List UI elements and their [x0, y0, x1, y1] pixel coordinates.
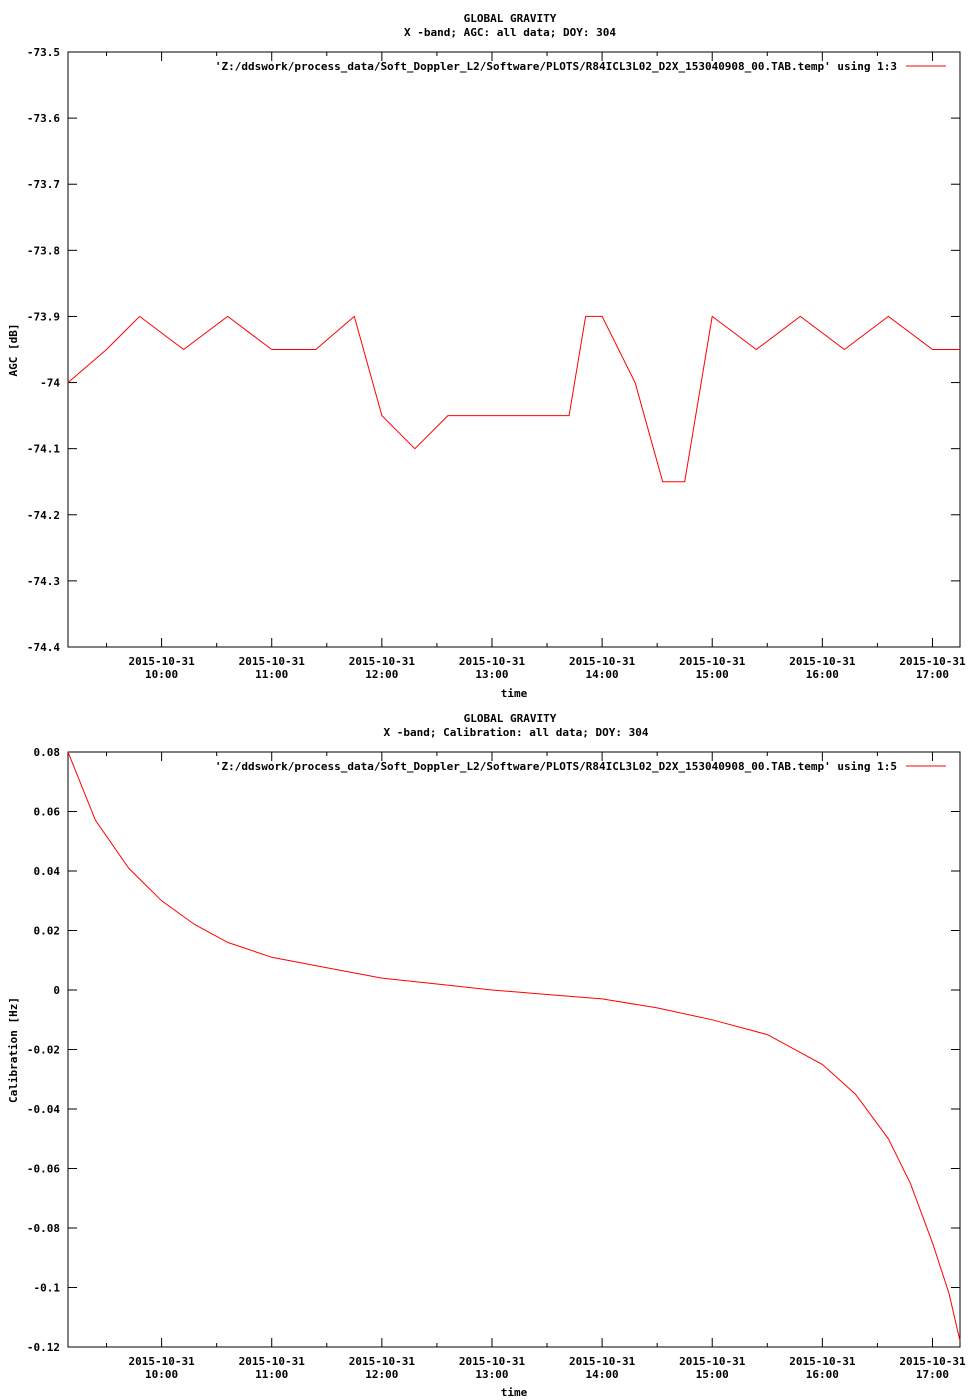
y-tick-label: -0.1: [34, 1282, 61, 1295]
x-tick-time: 13:00: [475, 1368, 508, 1381]
x-tick-date: 2015-10-31: [459, 655, 526, 668]
y-tick-label: -73.5: [27, 46, 60, 59]
y-tick-label: 0.04: [34, 865, 61, 878]
calibration-y-ticks: 0.08 0.06 0.04 0.02 0 -0.02 -0.04 -0.06 -0.08 -0.…: [27, 746, 960, 1354]
y-tick-label: -74.1: [27, 443, 60, 456]
calibration-legend-label: 'Z:/ddswork/process_data/Soft_Doppler_L2…: [215, 760, 897, 773]
y-tick-label: -73.9: [27, 310, 60, 323]
x-tick-time: 12:00: [365, 668, 398, 681]
x-tick-date: 2015-10-31: [349, 1355, 416, 1368]
x-tick-time: 15:00: [696, 1368, 729, 1381]
series-line: [67, 751, 961, 1342]
x-tick-time: 17:00: [916, 1368, 949, 1381]
x-tick-date: 2015-10-31: [899, 655, 966, 668]
calibration-x-ticks: 2015-10-3110:002015-10-3111:002015-10-31…: [106, 752, 966, 1381]
x-tick-date: 2015-10-31: [569, 1355, 636, 1368]
x-tick-date: 2015-10-31: [128, 1355, 195, 1368]
agc-series: [67, 315, 960, 483]
agc-y-axis-label: AGC [dB]: [7, 324, 20, 377]
agc-legend-label: 'Z:/ddswork/process_data/Soft_Doppler_L2…: [215, 60, 897, 73]
x-tick-time: 12:00: [365, 1368, 398, 1381]
x-tick-time: 16:00: [806, 668, 839, 681]
x-tick-time: 11:00: [255, 668, 288, 681]
x-tick-time: 17:00: [916, 668, 949, 681]
y-tick-label: -0.04: [27, 1103, 60, 1116]
y-tick-label: -0.06: [27, 1163, 60, 1176]
x-tick-date: 2015-10-31: [239, 655, 306, 668]
y-tick-label: -74: [40, 377, 60, 390]
agc-x-ticks: 2015-10-3110:002015-10-3111:002015-10-31…: [106, 52, 966, 681]
x-tick-date: 2015-10-31: [679, 655, 746, 668]
x-tick-date: 2015-10-31: [789, 1355, 856, 1368]
x-tick-date: 2015-10-31: [459, 1355, 526, 1368]
y-tick-label: 0: [53, 984, 60, 997]
y-tick-label: -74.4: [27, 641, 60, 654]
y-tick-label: -74.3: [27, 575, 60, 588]
x-tick-time: 10:00: [145, 1368, 178, 1381]
series-line: [67, 315, 960, 483]
calibration-plot-title: GLOBAL GRAVITY: [464, 712, 557, 725]
calibration-plot-frame: [67, 751, 961, 1348]
y-tick-label: -0.02: [27, 1044, 60, 1057]
x-tick-date: 2015-10-31: [569, 655, 636, 668]
calibration-plot-subtitle: X -band; Calibration: all data; DOY: 304: [384, 726, 649, 739]
calibration-series: [67, 751, 961, 1342]
y-tick-label: 0.02: [34, 925, 61, 938]
x-tick-date: 2015-10-31: [128, 655, 195, 668]
calibration-plot: GLOBAL GRAVITY X -band; Calibration: all…: [7, 712, 966, 1399]
agc-plot: GLOBAL GRAVITY X -band; AGC: all data; D…: [7, 12, 966, 700]
y-tick-label: 0.06: [34, 806, 61, 819]
y-tick-label: -74.2: [27, 509, 60, 522]
y-tick-label: -0.12: [27, 1341, 60, 1354]
y-tick-label: -73.8: [27, 244, 60, 257]
x-tick-time: 16:00: [806, 1368, 839, 1381]
agc-plot-title: GLOBAL GRAVITY: [464, 12, 557, 25]
y-tick-label: -73.7: [27, 178, 60, 191]
x-tick-time: 11:00: [255, 1368, 288, 1381]
x-tick-time: 14:00: [586, 1368, 619, 1381]
agc-plot-subtitle: X -band; AGC: all data; DOY: 304: [404, 26, 616, 39]
x-tick-time: 15:00: [696, 668, 729, 681]
agc-y-ticks: -73.5 -73.6 -73.7 -73.8 -73.9 -74 -74.1 -74.2 -7…: [27, 46, 960, 654]
y-tick-label: 0.08: [34, 746, 61, 759]
x-tick-date: 2015-10-31: [899, 1355, 966, 1368]
y-tick-label: -73.6: [27, 112, 60, 125]
x-tick-time: 10:00: [145, 668, 178, 681]
calibration-y-axis-label: Calibration [Hz]: [7, 997, 20, 1103]
x-tick-date: 2015-10-31: [239, 1355, 306, 1368]
y-tick-label: -0.08: [27, 1222, 60, 1235]
x-tick-date: 2015-10-31: [349, 655, 416, 668]
x-tick-time: 14:00: [586, 668, 619, 681]
x-tick-date: 2015-10-31: [679, 1355, 746, 1368]
calibration-x-axis-label: time: [501, 1386, 528, 1399]
agc-plot-frame: [67, 51, 961, 648]
agc-x-axis-label: time: [501, 687, 528, 700]
x-tick-time: 13:00: [475, 668, 508, 681]
x-tick-date: 2015-10-31: [789, 655, 856, 668]
